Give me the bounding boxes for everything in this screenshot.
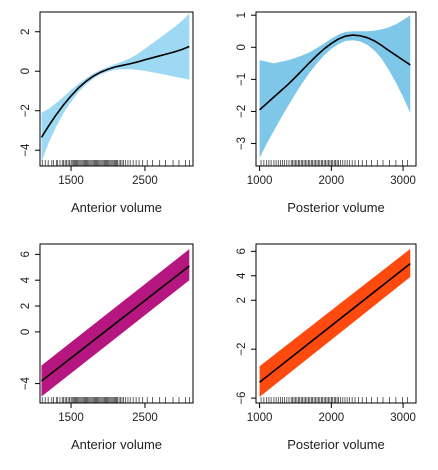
- plot-frame: [39, 243, 194, 404]
- y-tick-label: 6: [236, 248, 248, 254]
- confidence-band: [41, 13, 190, 163]
- x-tick-label: 1500: [58, 175, 84, 187]
- x-tick-label: 2500: [132, 412, 158, 424]
- plot-frame: [255, 243, 417, 404]
- x-tick-label: 2500: [132, 175, 158, 187]
- panel-2: 1000 2000 3000 −3 −2 −1 0 1 Posterior volume: [236, 11, 417, 215]
- panel-1: 1500 2500 −4 −2 0 2 Anterior volume: [20, 11, 194, 215]
- y-tick-label: −2: [236, 343, 248, 356]
- x-axis-title: Posterior volume: [287, 437, 385, 452]
- x-axis-title: Posterior volume: [287, 200, 385, 215]
- x-tick-label: 2000: [319, 412, 345, 424]
- y-tick-label: −1: [236, 73, 248, 86]
- plot-frame: [255, 11, 417, 167]
- confidence-band: [259, 15, 411, 158]
- x-tick-label: 1500: [58, 412, 84, 424]
- x-tick-label: 1000: [247, 175, 273, 187]
- y-tick-label: 6: [20, 251, 32, 257]
- x-tick-label: 2000: [319, 175, 345, 187]
- y-tick-label: 2: [20, 303, 32, 309]
- y-tick-label: 4: [20, 276, 32, 283]
- fit-line: [40, 45, 190, 138]
- x-axis-title: Anterior volume: [71, 200, 162, 215]
- fit-line: [40, 265, 190, 382]
- y-tick-label: 0: [20, 68, 32, 74]
- y-tick-label: 0: [236, 44, 248, 50]
- y-tick-label: −2: [20, 104, 32, 117]
- y-tick-label: 0: [20, 329, 32, 335]
- x-tick-label: 1000: [247, 412, 273, 424]
- y-tick-label: −4: [20, 143, 32, 157]
- y-tick-label: 2: [236, 297, 248, 303]
- x-axis-title: Anterior volume: [71, 437, 162, 452]
- y-tick-label: −3: [236, 137, 248, 150]
- fit-line: [259, 34, 411, 111]
- y-tick-label: 2: [20, 29, 32, 35]
- plot-frame: [39, 11, 194, 167]
- y-tick-label: −6: [236, 392, 248, 405]
- x-tick-label: 3000: [390, 175, 416, 187]
- y-tick-label: −4: [20, 376, 32, 390]
- y-tick-label: −2: [236, 105, 248, 118]
- panel-4: 1000 2000 3000 −6 −2 2 4 6 Posterior volume: [236, 243, 417, 452]
- y-tick-label: 4: [236, 272, 248, 279]
- x-tick-label: 3000: [390, 412, 416, 424]
- y-tick-label: 1: [236, 12, 248, 18]
- fit-line: [259, 262, 411, 383]
- panel-3: 1500 2500 −4 0 2 4 6 Anterior volume: [20, 243, 194, 452]
